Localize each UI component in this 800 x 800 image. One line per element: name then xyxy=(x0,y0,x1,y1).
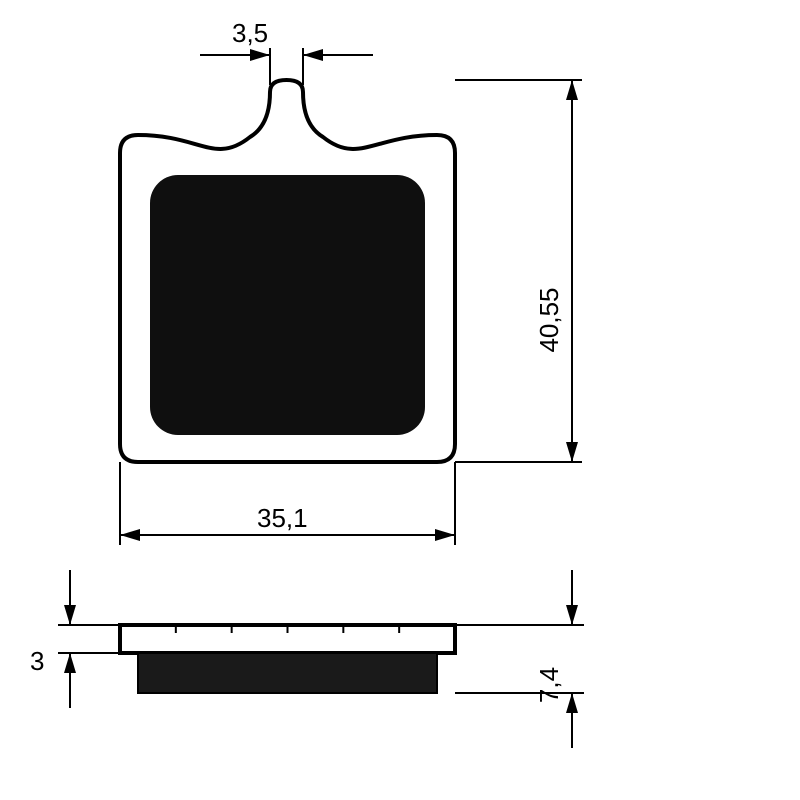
dim-plate-thick: 3 xyxy=(30,646,44,676)
dim-width: 35,1 xyxy=(257,503,308,533)
dim-total-thick: 7,4 xyxy=(534,667,564,703)
dim-nub-width: 3,5 xyxy=(232,18,268,48)
dim-height: 40,55 xyxy=(534,287,564,352)
friction-pad xyxy=(150,175,425,435)
engineering-drawing: 3,5 40,55 35,1 3 7,4 xyxy=(0,0,800,800)
side-friction-pad xyxy=(138,653,437,693)
